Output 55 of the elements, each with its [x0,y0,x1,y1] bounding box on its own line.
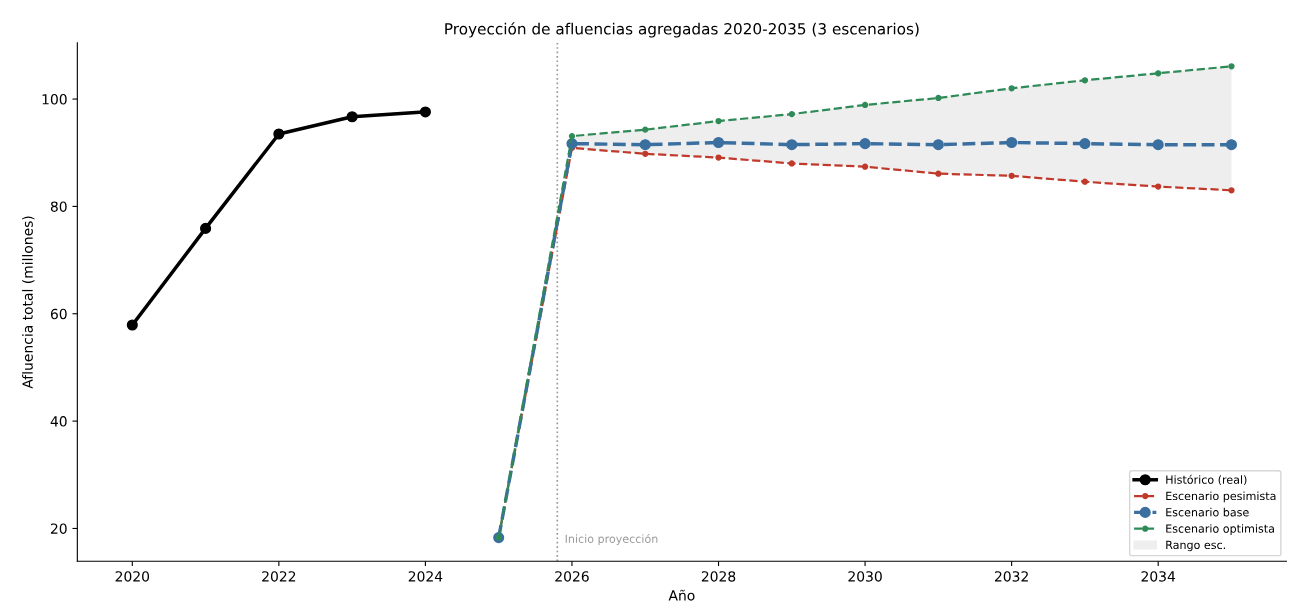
point [1081,77,1089,84]
x-tick-label: 2024 [408,571,443,582]
point [715,154,722,161]
x-axis-title: Año [668,589,695,601]
x-tick-label: 2020 [115,571,150,582]
point [859,138,871,150]
point [1008,172,1015,179]
y-axis-title: Afluencia total (millones) [22,216,35,389]
x-tick-label: 2026 [555,571,589,582]
legend-label: Escenario base [1166,507,1249,517]
point [1008,85,1015,92]
x-tick-label: 2028 [701,571,736,582]
point [1155,70,1162,77]
y-tick-label: 40 [50,416,67,427]
legend-label: Escenario pesimista [1166,491,1276,503]
point [1228,187,1235,194]
ref-line-label: Inicio proyección [565,533,658,546]
point [786,139,798,151]
point [1006,136,1018,149]
point [935,170,942,177]
chart-title: Proyección de afluencias agregadas 2020-2035 (3 escenarios) [445,22,919,38]
point [642,150,649,157]
point [935,94,942,102]
x-tick-label: 2022 [262,571,296,582]
point [273,128,285,140]
point [1225,139,1238,151]
x-tick-label: 2030 [848,571,882,582]
point [1081,178,1089,185]
point [200,222,212,234]
point [861,101,869,109]
point [1228,63,1235,70]
point [1152,139,1164,151]
point [639,139,651,151]
legend-label: Histórico (real) [1166,474,1247,486]
point [126,319,138,331]
y-tick-label: 60 [50,308,67,320]
point [788,110,795,118]
point [1079,138,1091,150]
x-tick-label: 2034 [1141,571,1176,582]
point [715,117,722,125]
point [642,126,649,133]
legend-label: Escenario optimista [1166,524,1274,535]
y-tick-label: 100 [42,94,67,105]
point [346,111,358,123]
point [712,136,725,149]
x-tick-label: 2032 [994,571,1028,582]
point [861,163,869,170]
point [1155,183,1162,190]
legend-label: Rango esc. [1166,540,1225,552]
y-tick-label: 20 [50,523,67,534]
point [932,139,944,151]
point [419,106,431,118]
point [788,160,795,167]
y-tick-label: 80 [50,201,67,212]
point [568,132,576,140]
